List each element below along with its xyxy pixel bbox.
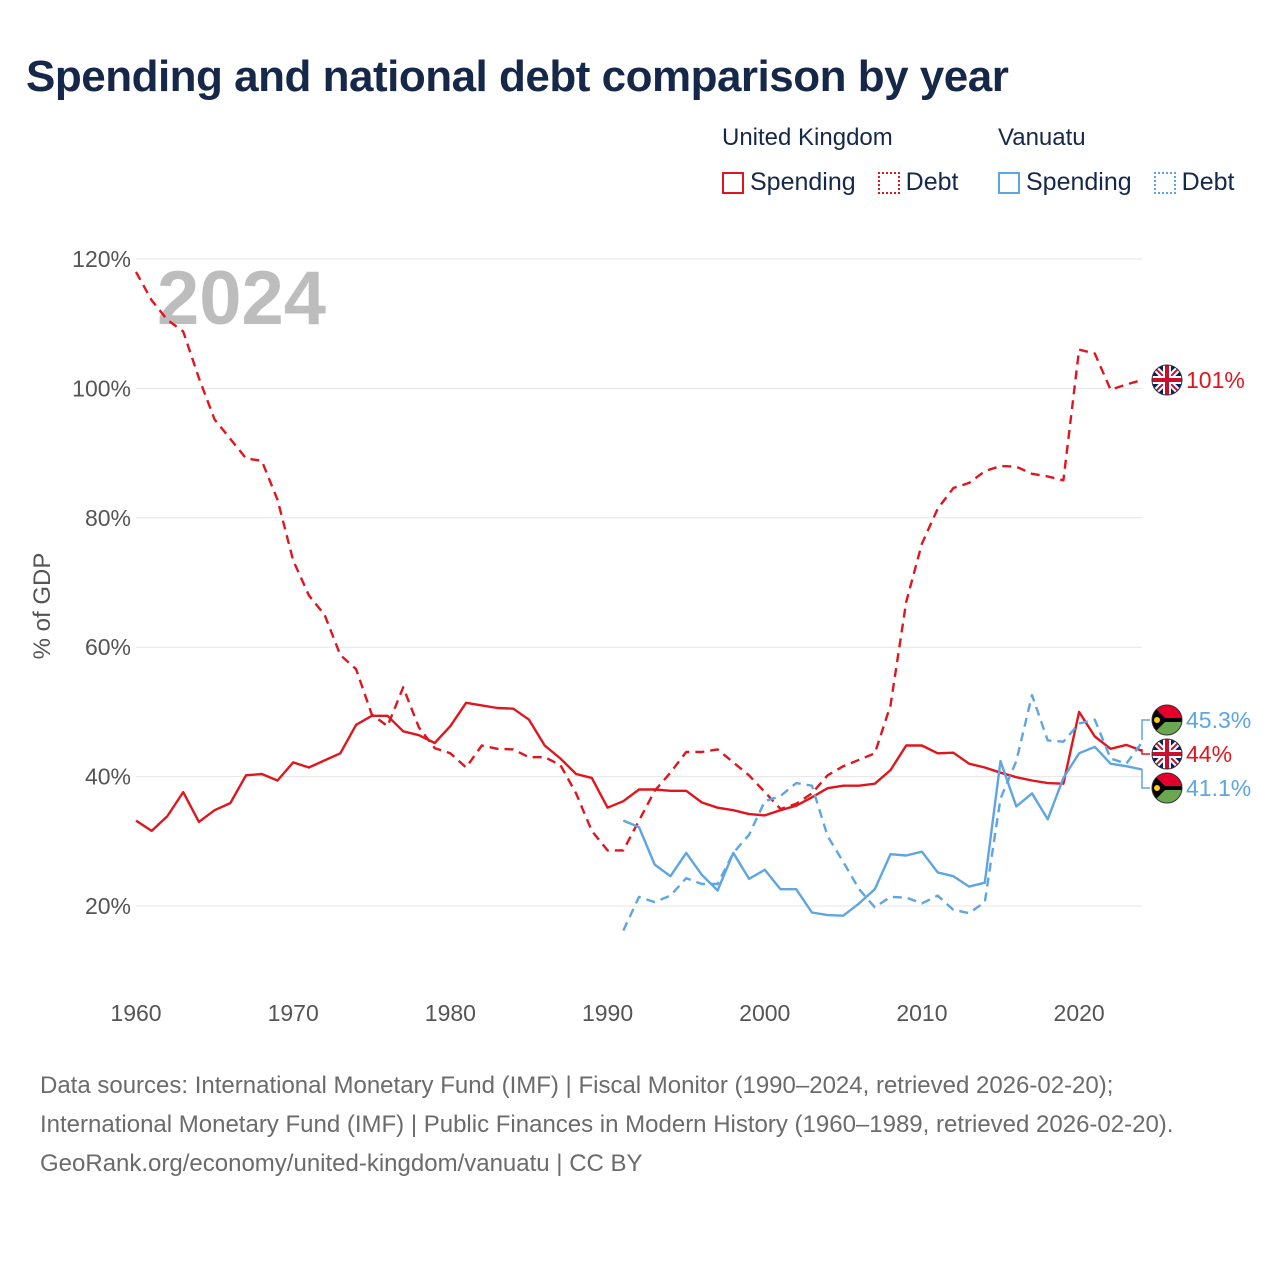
year-watermark: 2024 — [157, 256, 326, 341]
chart-title: Spending and national debt comparison by… — [26, 52, 1009, 101]
legend-item-label: Debt — [905, 168, 959, 196]
line-chart: 20% 40% 60% 80% 100% 120% 1960 1970 1980 1990 200… — [29, 246, 1251, 1026]
uk-flag-icon — [1152, 365, 1182, 395]
flag-outline — [1151, 738, 1183, 770]
y-tick-label: 120% — [72, 246, 131, 272]
x-tick-label: 1960 — [110, 1000, 161, 1026]
legend-group-vanuatu: Vanuatu Spending Debt — [998, 124, 1248, 197]
legend-item-uk-debt[interactable]: Debt — [877, 168, 959, 197]
uk-flag-icon — [1152, 739, 1182, 769]
data-sources-text: Data sources: International Monetary Fun… — [40, 1072, 1174, 1138]
dotted-line-swatch-icon — [877, 171, 900, 194]
vanuatu-flag-icon — [1152, 705, 1182, 735]
x-tick-label: 2020 — [1054, 1000, 1105, 1026]
x-tick-label: 2010 — [896, 1000, 947, 1026]
legend-group-united-kingdom: United Kingdom Spending Debt — [722, 124, 972, 197]
solid-line-swatch-icon — [998, 171, 1020, 194]
x-tick-label: 1990 — [582, 1000, 633, 1026]
y-tick-label: 20% — [85, 893, 131, 919]
y-tick-label: 60% — [85, 634, 131, 660]
legend-item-label: Spending — [1026, 168, 1132, 196]
chart-footer: Data sources: International Monetary Fun… — [40, 1066, 1240, 1183]
legend-country-label: Vanuatu — [998, 124, 1086, 151]
y-tick-label: 80% — [85, 505, 131, 531]
y-tick-label: 40% — [85, 764, 131, 790]
y-tick-label: 100% — [72, 375, 131, 401]
legend-item-label: Debt — [1181, 168, 1235, 196]
legend-item-label: Spending — [750, 168, 856, 196]
vanuatu-flag-icon — [1152, 773, 1182, 803]
legend-item-vanuatu-debt[interactable]: Debt — [1153, 168, 1235, 197]
vanuatu-spending-label-connector — [1141, 769, 1150, 789]
grid-layer: 20% 40% 60% 80% 100% 120% — [72, 246, 1142, 919]
solid-line-swatch-icon — [722, 171, 744, 194]
vanuatu-debt-label-connector — [1141, 719, 1150, 740]
attribution-link[interactable]: GeoRank.org/economy/united-kingdom/vanua… — [40, 1150, 643, 1177]
vanuatu-debt-end-label: 45.3% — [1186, 707, 1251, 733]
series-line-vanuatu-debt[interactable] — [622, 693, 1143, 932]
legend-item-vanuatu-spending[interactable]: Spending — [998, 168, 1132, 197]
x-tick-label: 2000 — [739, 1000, 790, 1026]
x-tick-label: 1980 — [425, 1000, 476, 1026]
series-line-united-kingdom-spending[interactable] — [135, 701, 1143, 833]
dotted-line-swatch-icon — [1153, 171, 1176, 194]
legend-item-uk-spending[interactable]: Spending — [722, 168, 856, 197]
x-tick-label: 1970 — [268, 1000, 319, 1026]
legend-country-label: United Kingdom — [722, 124, 893, 151]
flag-outline — [1151, 772, 1183, 804]
flag-outline — [1151, 704, 1183, 736]
axis-layer: 1960 1970 1980 1990 2000 2010 2020 — [110, 1000, 1104, 1026]
vanuatu-spending-end-label: 41.1% — [1186, 775, 1251, 801]
y-axis-title: % of GDP — [29, 553, 56, 660]
series-line-united-kingdom-debt[interactable] — [134, 271, 1143, 852]
series-line-vanuatu-spending[interactable] — [622, 745, 1143, 917]
series-layer — [134, 271, 1143, 932]
uk-spending-label-connector — [1141, 749, 1150, 755]
flag-outline — [1151, 364, 1183, 396]
uk-debt-end-label: 101% — [1186, 367, 1245, 393]
uk-spending-end-label: 44% — [1186, 741, 1232, 767]
